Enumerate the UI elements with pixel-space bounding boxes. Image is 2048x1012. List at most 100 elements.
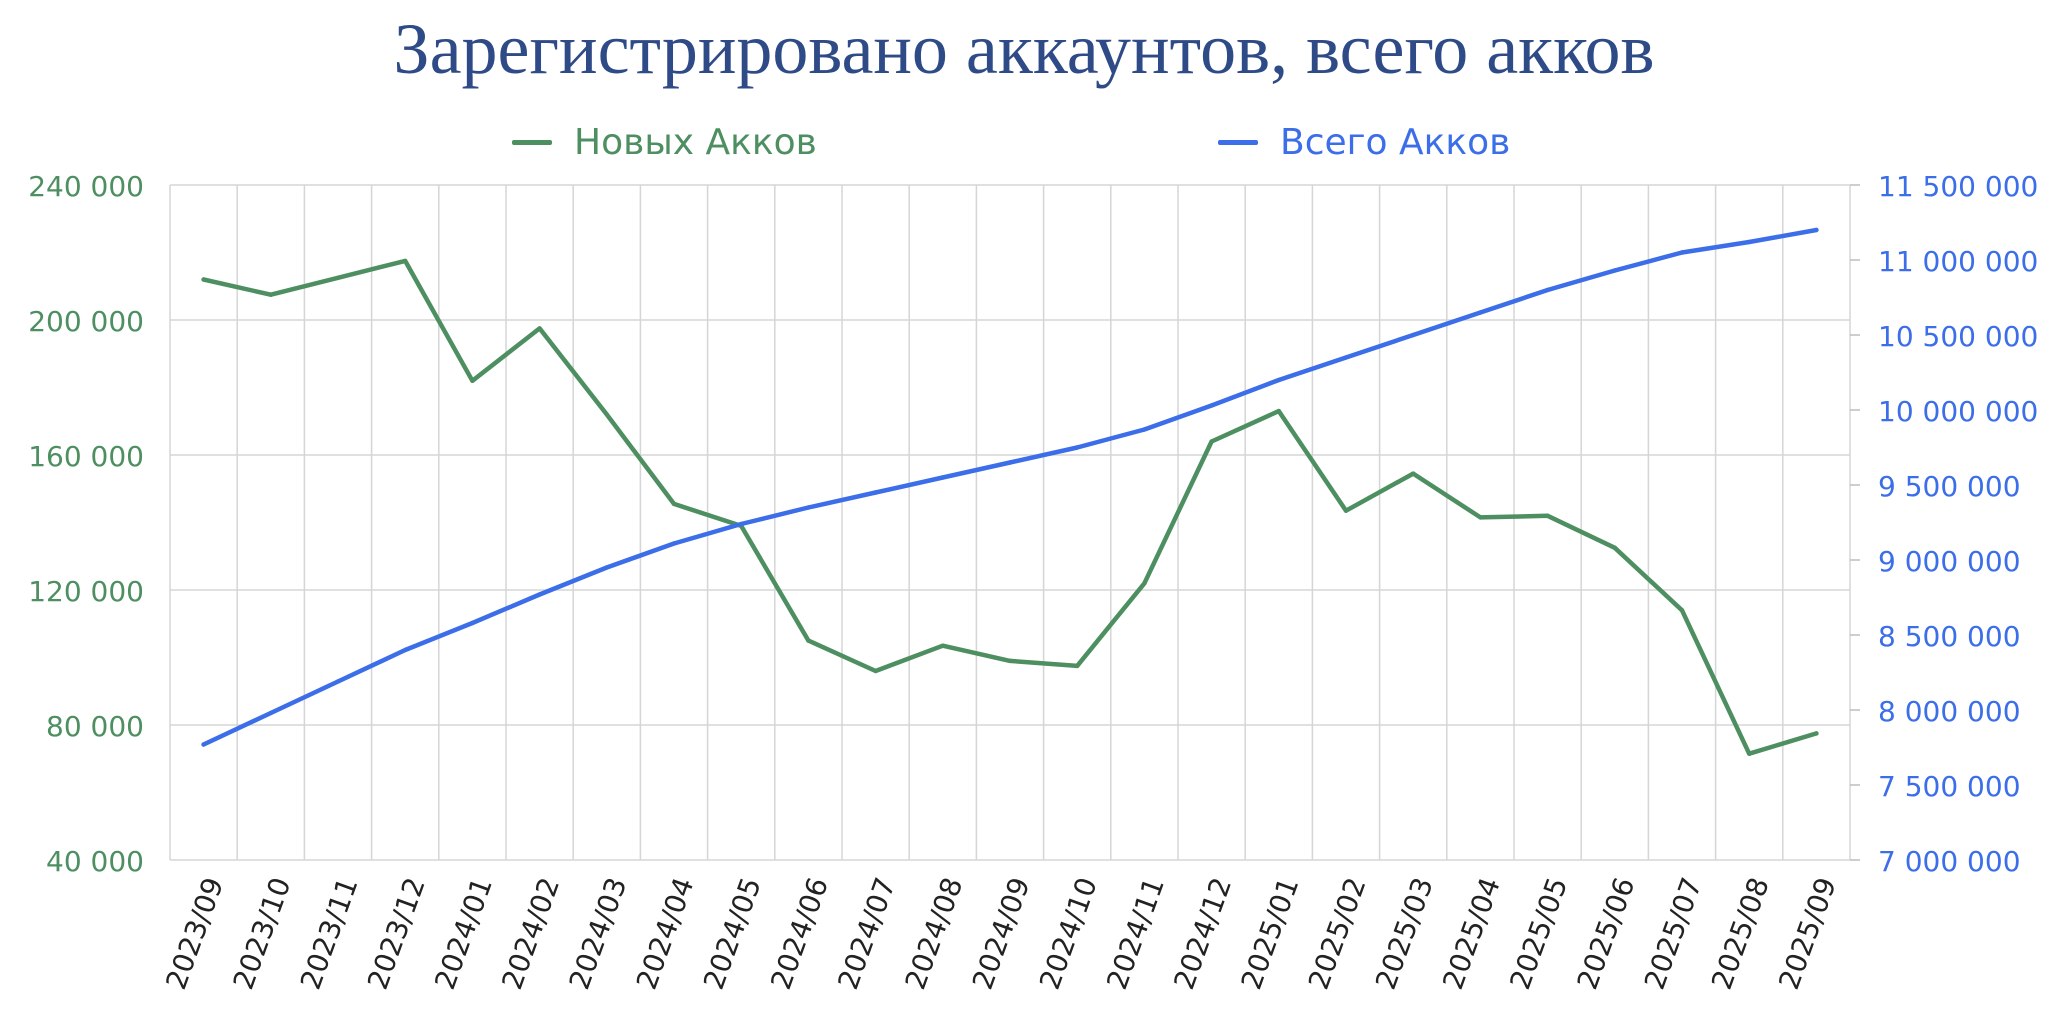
right-axis-tick-label: 10 500 000 (1878, 320, 2038, 353)
left-axis-tick-label: 160 000 (28, 440, 144, 473)
data-point-total-accounts (1276, 377, 1282, 383)
data-point-new-accounts (671, 501, 677, 507)
x-axis-tick-label: 2024/08 (899, 873, 970, 994)
data-point-total-accounts (1545, 287, 1550, 293)
data-point-new-accounts (201, 277, 206, 282)
left-axis-tick-label: 120 000 (28, 575, 144, 608)
x-axis-tick-label: 2024/12 (1167, 873, 1238, 994)
data-point-new-accounts (1612, 545, 1618, 551)
x-axis-tick-label: 2025/03 (1369, 873, 1440, 994)
chart-title: Зарегистрировано аккаунтов, всего акков (393, 9, 1655, 89)
data-point-total-accounts (1007, 460, 1013, 465)
x-axis-tick-label: 2024/06 (764, 873, 835, 994)
data-point-new-accounts (806, 638, 811, 643)
data-point-total-accounts (1209, 403, 1214, 408)
data-point-new-accounts (1209, 439, 1214, 444)
right-axis-tick-label: 8 000 000 (1878, 695, 2021, 728)
data-point-new-accounts (403, 258, 408, 264)
data-point-new-accounts (873, 668, 878, 674)
x-axis-tick-label: 2024/02 (495, 873, 566, 994)
data-point-new-accounts (1343, 508, 1349, 513)
data-point-total-accounts (470, 620, 475, 626)
x-axis-tick-label: 2024/10 (1033, 873, 1104, 994)
x-axis-tick-label: 2024/05 (697, 873, 768, 994)
data-point-new-accounts (1679, 608, 1685, 613)
right-axis-tick-label: 8 500 000 (1878, 620, 2021, 653)
data-point-total-accounts (806, 505, 811, 510)
data-point-new-accounts (940, 643, 945, 648)
x-axis-tick-label: 2023/10 (227, 873, 298, 994)
x-axis-tick-label: 2025/04 (1436, 873, 1507, 994)
left-axis-tick-label: 80 000 (46, 710, 144, 743)
x-axis-tick-label: 2023/11 (294, 873, 365, 994)
data-point-new-accounts (1814, 731, 1819, 736)
data-point-total-accounts (1411, 332, 1416, 338)
data-point-new-accounts (1075, 663, 1080, 669)
data-point-total-accounts (671, 541, 677, 546)
data-point-new-accounts (1478, 515, 1483, 520)
data-point-total-accounts (873, 490, 878, 495)
series-line-new-accounts (201, 258, 1819, 756)
data-point-total-accounts (1075, 445, 1080, 450)
data-point-total-accounts (1478, 310, 1483, 315)
data-point-new-accounts (335, 275, 341, 281)
data-point-total-accounts (403, 647, 408, 653)
x-axis-tick-label: 2024/11 (1100, 873, 1171, 994)
data-point-total-accounts (1679, 250, 1685, 255)
data-point-new-accounts (470, 378, 475, 383)
data-point-total-accounts (201, 742, 206, 747)
right-axis-tick-label: 11 500 000 (1878, 170, 2038, 203)
legend-label-new-accounts: Новых Акков (574, 121, 817, 163)
series-line-total-accounts (201, 227, 1819, 747)
data-point-total-accounts (1612, 268, 1618, 273)
x-axis-tick-label: 2025/01 (1235, 873, 1306, 994)
right-axis-tick-label: 7 500 000 (1878, 770, 2021, 803)
x-axis-tick-label: 2025/09 (1772, 873, 1843, 994)
data-point-total-accounts (1814, 227, 1819, 233)
data-point-total-accounts (1142, 427, 1147, 432)
x-axis-tick-label: 2024/04 (630, 873, 701, 994)
data-point-total-accounts (1747, 239, 1752, 245)
right-axis-tick-label: 9 500 000 (1878, 470, 2021, 503)
data-point-total-accounts (1343, 355, 1349, 360)
data-point-total-accounts (940, 475, 945, 480)
right-axis-tick-label: 9 000 000 (1878, 545, 2021, 578)
right-axis-tick-label: 10 000 000 (1878, 395, 2038, 428)
x-axis-tick-label: 2025/02 (1302, 873, 1373, 994)
data-point-new-accounts (1142, 581, 1147, 586)
data-point-new-accounts (268, 292, 273, 297)
data-point-new-accounts (604, 412, 609, 417)
x-axis-tick-label: 2024/09 (966, 873, 1037, 994)
x-axis-tick-label: 2025/08 (1705, 873, 1776, 994)
legend-swatch-total-accounts (1218, 139, 1258, 145)
legend-swatch-new-accounts (512, 139, 552, 145)
legend-item-total-accounts: Всего Акков (1218, 112, 1510, 172)
data-point-new-accounts (1747, 751, 1752, 756)
data-point-total-accounts (739, 521, 744, 527)
right-axis-tick-label: 11 000 000 (1878, 245, 2038, 278)
data-point-total-accounts (335, 679, 341, 684)
legend-item-new-accounts: Новых Акков (512, 112, 817, 172)
left-axis-tick-label: 40 000 (46, 845, 144, 878)
data-point-new-accounts (537, 326, 542, 331)
data-point-new-accounts (1276, 408, 1282, 414)
x-axis-tick-label: 2023/09 (159, 873, 230, 994)
data-point-total-accounts (268, 710, 273, 716)
data-point-total-accounts (604, 565, 609, 570)
legend-label-total-accounts: Всего Акков (1280, 121, 1511, 163)
x-axis-tick-label: 2024/01 (428, 873, 499, 994)
right-axis-tick-label: 7 000 000 (1878, 845, 2021, 878)
x-axis-tick-label: 2023/12 (361, 873, 432, 994)
left-axis-tick-label: 200 000 (28, 305, 144, 338)
x-axis-tick-label: 2024/03 (563, 873, 634, 994)
left-axis-tick-label: 240 000 (28, 170, 144, 203)
data-point-total-accounts (537, 592, 542, 597)
x-axis-tick-label: 2025/05 (1503, 873, 1574, 994)
x-axis-tick-label: 2025/07 (1638, 873, 1709, 994)
data-point-new-accounts (1545, 513, 1550, 518)
data-point-new-accounts (1411, 471, 1416, 476)
x-axis-tick-label: 2024/07 (831, 873, 902, 994)
x-axis-tick-label: 2025/06 (1571, 873, 1642, 994)
